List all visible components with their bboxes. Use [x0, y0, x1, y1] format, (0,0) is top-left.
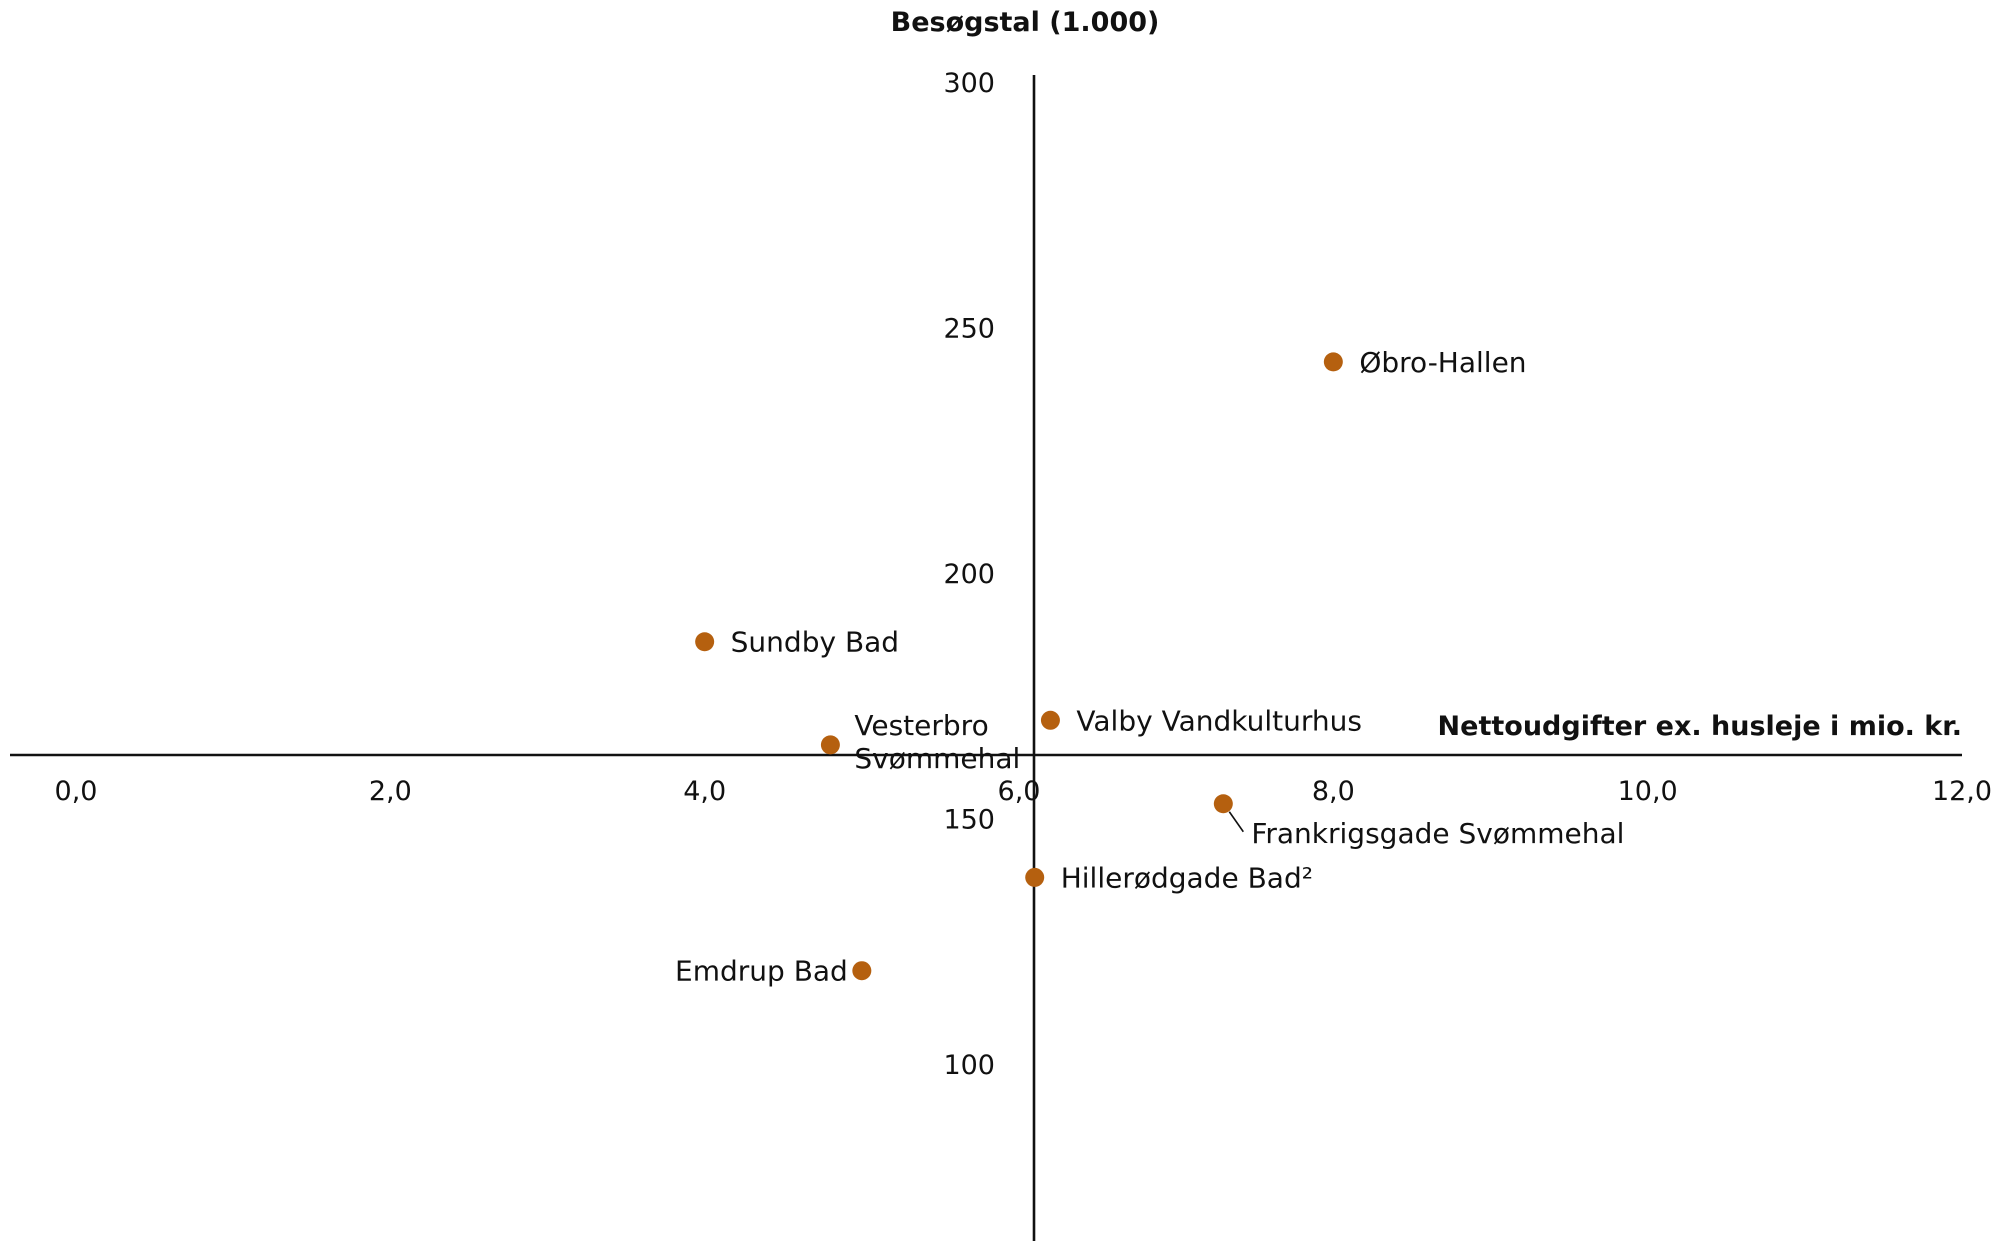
- point-label: Valby Vandkulturhus: [1076, 704, 1362, 737]
- y-tick-labels: 100 150 200 250 300: [943, 68, 995, 1081]
- x-axis-title: Nettoudgifter ex. husleje i mio. kr.: [1438, 711, 1962, 742]
- point-label: Øbro-Hallen: [1359, 346, 1526, 379]
- y-tick-label: 250: [943, 314, 995, 345]
- data-point-group: Emdrup Bad: [675, 955, 872, 988]
- data-point: [820, 735, 840, 755]
- data-point: [1213, 794, 1233, 814]
- x-tick-labels: 0,0 2,0 4,0 6,0 8,0 10,0 12,0: [55, 776, 1993, 807]
- y-tick-label: 300: [943, 68, 995, 99]
- point-label: Svømmehal: [854, 742, 1020, 775]
- data-point: [1025, 867, 1045, 887]
- data-point-group: Hillerødgade Bad²: [1025, 861, 1313, 894]
- data-point: [1323, 352, 1343, 372]
- data-point: [695, 632, 715, 652]
- x-tick-label: 12,0: [1932, 776, 1992, 807]
- x-tick-label: 8,0: [1312, 776, 1355, 807]
- x-tick-label: 6,0: [998, 776, 1041, 807]
- data-point: [1040, 710, 1060, 730]
- x-tick-label: 2,0: [369, 776, 412, 807]
- y-tick-label: 150: [943, 805, 995, 836]
- y-axis-title: Besøgstal (1.000): [891, 7, 1160, 38]
- axes: [10, 75, 1962, 1241]
- point-label: Sundby Bad: [731, 626, 899, 659]
- data-point-group: Frankrigsgade Svømmehal: [1213, 794, 1624, 850]
- y-tick-label: 200: [943, 559, 995, 590]
- x-tick-label: 10,0: [1618, 776, 1678, 807]
- data-point-group: Valby Vandkulturhus: [1040, 704, 1362, 737]
- point-label: Vesterbro: [854, 709, 988, 742]
- data-point-group: Øbro-Hallen: [1323, 346, 1527, 379]
- point-label: Frankrigsgade Svømmehal: [1251, 817, 1624, 850]
- point-label: Emdrup Bad: [675, 955, 848, 988]
- point-label: Hillerødgade Bad²: [1061, 861, 1313, 894]
- y-tick-label: 100: [943, 1050, 995, 1081]
- data-point: [852, 961, 872, 981]
- leader-line: [1228, 811, 1244, 833]
- data-points: Øbro-Hallen Sundby Bad Valby Vandkulturhus…: [675, 346, 1624, 988]
- data-point-group: Sundby Bad: [695, 626, 899, 659]
- x-tick-label: 0,0: [55, 776, 98, 807]
- x-tick-label: 4,0: [683, 776, 726, 807]
